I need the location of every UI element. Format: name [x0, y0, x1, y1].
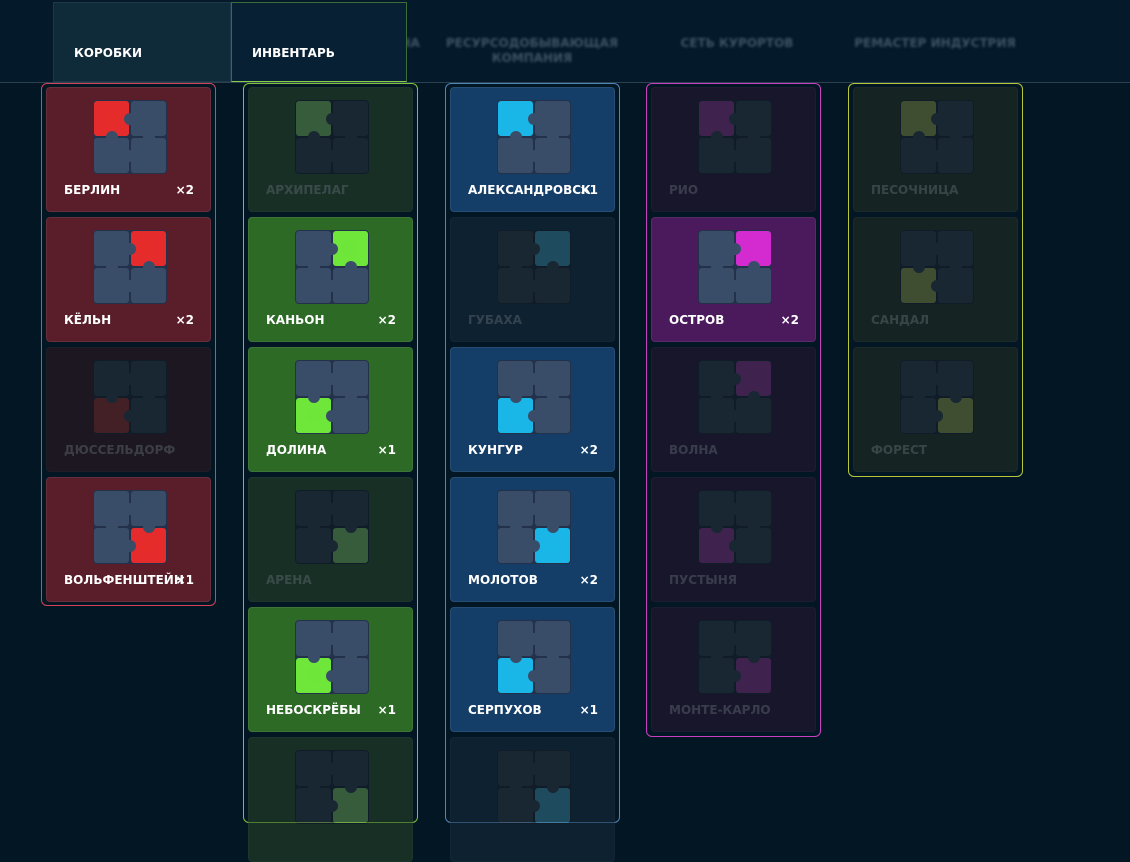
card-name: АЛЕКСАНДРОВСК	[468, 183, 591, 197]
card[interactable]: ДЮССЕЛЬДОРФ	[46, 347, 211, 472]
card-column: БЕРЛИН ×2 КЁЛЬН ×2 ДЮССЕЛЬДОРФ ВОЛЬФЕНШТЕЙН ×1	[41, 83, 216, 606]
card-count: ×2	[175, 313, 194, 327]
card-count: ×2	[579, 573, 598, 587]
card-name: МОНТЕ-КАРЛО	[669, 703, 771, 717]
card[interactable]: ВОЛЬФЕНШТЕЙН ×1	[46, 477, 211, 602]
card-name: РИО	[669, 183, 699, 197]
card[interactable]: ОСТРОВ ×2	[651, 217, 816, 342]
puzzle-icon	[295, 490, 369, 564]
tab-active[interactable]: ИНВЕНТАРЬ	[231, 2, 407, 82]
card[interactable]: ГУБАХА	[450, 217, 615, 342]
card-name: ПЕСОЧНИЦА	[871, 183, 959, 197]
card[interactable]: КАНЬОН ×2	[248, 217, 413, 342]
puzzle-icon	[698, 620, 772, 694]
puzzle-icon	[93, 360, 167, 434]
puzzle-icon	[93, 230, 167, 304]
card[interactable]: ПЕСОЧНИЦА	[853, 87, 1018, 212]
card[interactable]: МОЛОТОВ ×2	[450, 477, 615, 602]
puzzle-icon	[900, 230, 974, 304]
puzzle-icon	[900, 360, 974, 434]
background-header: СЕТЬ КУРОРТОВ	[680, 36, 794, 50]
card[interactable]: РИО	[651, 87, 816, 212]
card[interactable]: АРХИПЕЛАГ	[248, 87, 413, 212]
puzzle-icon	[900, 100, 974, 174]
card-column: АЛЕКСАНДРОВСК ×1 ГУБАХА КУНГУР ×2 МОЛОТОВ ×2 СЕ…	[445, 83, 620, 862]
card[interactable]: САНДАЛ	[853, 217, 1018, 342]
puzzle-icon	[295, 750, 369, 824]
puzzle-icon	[93, 490, 167, 564]
card-name: ПУСТЫНЯ	[669, 573, 738, 587]
puzzle-icon	[295, 620, 369, 694]
puzzle-icon	[497, 620, 571, 694]
card-name: ФОРЕСТ	[871, 443, 928, 457]
background-header: РЕМАСТЕР ИНДУСТРИЯ	[854, 36, 1016, 50]
card[interactable]: КЁЛЬН ×2	[46, 217, 211, 342]
card-name: ОСТРОВ	[669, 313, 725, 327]
card[interactable]: АЛЕКСАНДРОВСК ×1	[450, 87, 615, 212]
card[interactable]: ФОРЕСТ	[853, 347, 1018, 472]
card-name: ДЮССЕЛЬДОРФ	[64, 443, 176, 457]
card-count: ×1	[377, 443, 396, 457]
card-name: ГУБАХА	[468, 313, 522, 327]
card-name: САНДАЛ	[871, 313, 930, 327]
card-name: КАНЬОН	[266, 313, 325, 327]
card[interactable]: ПУСТЫНЯ	[651, 477, 816, 602]
card-count: ×2	[175, 183, 194, 197]
puzzle-icon	[497, 360, 571, 434]
card-count: ×2	[579, 443, 598, 457]
puzzle-icon	[698, 360, 772, 434]
puzzle-icon	[497, 230, 571, 304]
card[interactable]: КУНГУР ×2	[450, 347, 615, 472]
card-name: ВОЛНА	[669, 443, 718, 457]
card-name: МОЛОТОВ	[468, 573, 538, 587]
card-name: АРЕНА	[266, 573, 312, 587]
card-name: ДОЛИНА	[266, 443, 327, 457]
puzzle-icon	[698, 230, 772, 304]
card[interactable]: БЕРЛИН ×2	[46, 87, 211, 212]
card-column: РИО ОСТРОВ ×2 ВОЛНА ПУСТЫНЯ МОНТЕ-КАРЛО	[646, 83, 821, 737]
card-name: НЕБОСКРЁБЫ	[266, 703, 361, 717]
card-count: ×1	[377, 703, 396, 717]
card-name: АРХИПЕЛАГ	[266, 183, 349, 197]
background-header: РЕСУРСОДОБЫВАЮЩАЯ КОМПАНИЯ	[445, 36, 619, 65]
card[interactable]: НЕБОСКРЁБЫ ×1	[248, 607, 413, 732]
card[interactable]: ВОЛНА	[651, 347, 816, 472]
card-name: ВОЛЬФЕНШТЕЙН	[64, 573, 184, 587]
card-count: ×2	[377, 313, 396, 327]
puzzle-icon	[497, 750, 571, 824]
card-name: КУНГУР	[468, 443, 523, 457]
tab[interactable]: КОРОБКИ	[53, 2, 231, 82]
card-count: ×1	[175, 573, 194, 587]
card-count: ×2	[780, 313, 799, 327]
puzzle-icon	[93, 100, 167, 174]
card[interactable]: МОНТЕ-КАРЛО	[651, 607, 816, 732]
card[interactable]: ДОЛИНА ×1	[248, 347, 413, 472]
card-column: ПЕСОЧНИЦА САНДАЛ ФОРЕСТ	[848, 83, 1023, 477]
card-column: АРХИПЕЛАГ КАНЬОН ×2 ДОЛИНА ×1 АРЕНА НЕБОСКРЁБЫ…	[243, 83, 418, 862]
card[interactable]: СЕРПУХОВ ×1	[450, 607, 615, 732]
puzzle-icon	[698, 490, 772, 564]
header-bar: ТАНКОВЫЙ АВТОКОНЦЕРНТАНКОВАЯ ДОЛИНАРЕСУР…	[0, 0, 1130, 83]
card-count: ×1	[579, 183, 598, 197]
puzzle-icon	[497, 490, 571, 564]
card-name: БЕРЛИН	[64, 183, 121, 197]
card-count: ×1	[579, 703, 598, 717]
card-name: КЁЛЬН	[64, 313, 112, 327]
puzzle-icon	[295, 360, 369, 434]
puzzle-icon	[295, 100, 369, 174]
puzzle-icon	[497, 100, 571, 174]
card[interactable]: АРЕНА	[248, 477, 413, 602]
puzzle-icon	[698, 100, 772, 174]
card-name: СЕРПУХОВ	[468, 703, 542, 717]
puzzle-icon	[295, 230, 369, 304]
